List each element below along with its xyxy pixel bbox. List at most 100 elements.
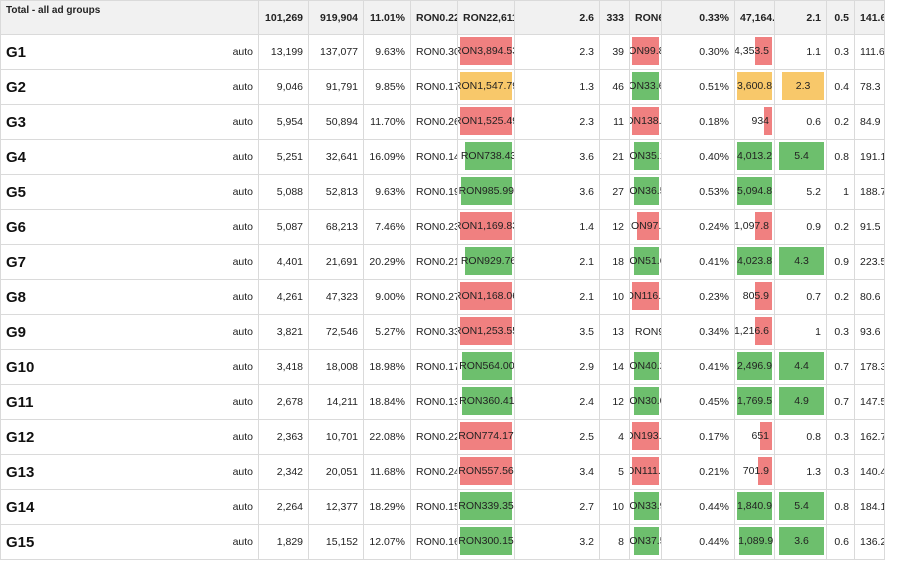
bid-strategy: auto — [130, 419, 260, 455]
highlight-bar: RON985.99 — [459, 177, 514, 205]
bid-strategy: auto — [130, 314, 260, 350]
cell-impressions: 2,264 — [258, 489, 310, 525]
highlight-bar: RON35.16 — [631, 142, 661, 170]
ad-group-name[interactable]: G7 — [0, 244, 131, 280]
cell-value: RON1,547.79 — [459, 80, 514, 92]
cell-value: RON37.52 — [629, 535, 661, 547]
cell-value: RON33.94 — [629, 500, 661, 512]
ad-group-name[interactable]: G15 — [0, 524, 131, 560]
bid-strategy: auto — [130, 174, 260, 210]
bid-strategy: auto — [130, 244, 260, 280]
cell-impressions: 3,821 — [258, 314, 310, 350]
header-value-per-cost: 2.1 — [774, 0, 828, 35]
cell-conversions: 21 — [599, 139, 631, 175]
table-row[interactable]: G13 auto 2,342 20,051 11.68% RON0.24 RON557.56… — [0, 454, 901, 490]
cell-value: 4.9 — [794, 395, 809, 407]
cell-avg-pos: 2.4 — [514, 384, 601, 420]
cell-value: RON1,525.49 — [459, 115, 514, 127]
ad-group-name[interactable]: G12 — [0, 419, 131, 455]
cell-cost: RON929.76 — [457, 244, 516, 280]
cell-avg-cpc: RON0.19 — [410, 174, 459, 210]
cell-cost: RON360.41 — [457, 384, 516, 420]
ad-group-name[interactable]: G6 — [0, 209, 131, 245]
highlight-bar: RON1,169.83 — [459, 212, 514, 240]
ad-group-name[interactable]: G5 — [0, 174, 131, 210]
cell-cost-per-conv: RON36.52 — [629, 174, 663, 210]
highlight-bar: RON37.52 — [631, 527, 661, 555]
cell-value-per-cost: 4.3 — [774, 244, 828, 280]
cell-ctr: 7.46% — [363, 209, 412, 245]
cell-value-per-click: 0.8 — [826, 489, 856, 525]
ad-groups-table: Total - all ad groups 101,269 919,904 11.01… — [0, 0, 901, 560]
table-row[interactable]: G6auto5,08768,2137.46%RON0.23RON1,169.83… — [0, 209, 901, 245]
bid-strategy: auto — [130, 489, 260, 525]
cell-value: 2,496.9 — [737, 360, 773, 372]
totals-row: Total - all ad groups 101,269 919,904 11.01… — [0, 0, 901, 35]
cell-value: 805.9 — [742, 290, 770, 302]
table-row[interactable]: G12 auto 2,363 10,701 22.08% RON0.22 RON774.17… — [0, 419, 901, 455]
table-row[interactable]: G8auto4,26147,3239.00%RON0.27RON1,168.06… — [0, 279, 901, 315]
cell-conv-value: 3,600.8 — [734, 69, 776, 105]
header-ctr: 11.01% — [363, 0, 412, 35]
cell-value-per-conv: 136.2 — [854, 524, 886, 560]
cell-avg-cpc: RON0.26 — [410, 104, 459, 140]
ad-group-name[interactable]: G10 — [0, 349, 131, 385]
cell-value: RON99.86 — [631, 45, 661, 57]
bid-strategy: auto — [130, 349, 260, 385]
ad-group-name[interactable]: G14 — [0, 489, 131, 525]
cell-impressions: 13,199 — [258, 34, 310, 70]
table-row[interactable]: G5 auto 5,088 52,813 9.63% RON0.19 RON985.99 3.… — [0, 174, 901, 210]
totals-label: Total - all ad groups — [0, 0, 259, 35]
cell-avg-cpc: RON0.17 — [410, 349, 459, 385]
cell-clicks: 68,213 — [308, 209, 365, 245]
ad-group-name[interactable]: G2 — [0, 69, 131, 105]
cell-value-per-conv: 162.7 — [854, 419, 886, 455]
cell-conversions: 11 — [599, 104, 631, 140]
cell-avg-pos: 3.6 — [514, 139, 601, 175]
cell-value-per-conv: 80.6 — [854, 279, 886, 315]
table-row[interactable]: G3auto5,95450,89411.70%RON0.26RON1,525.4… — [0, 104, 901, 140]
cell-value-per-click: 0.7 — [826, 349, 856, 385]
cell-value-per-cost: 5.4 — [774, 139, 828, 175]
cell-value: RON360.41 — [459, 395, 515, 407]
table-row[interactable]: G9auto3,82172,5465.27%RON0.33RON1,253.55… — [0, 314, 901, 350]
ad-group-name[interactable]: G13 — [0, 454, 131, 490]
cell-conv-rate: 0.34% — [661, 314, 736, 350]
cell-value: RON929.76 — [460, 255, 515, 267]
cell-impressions: 4,261 — [258, 279, 310, 315]
cell-conv-rate: 0.40% — [661, 139, 736, 175]
table-row[interactable]: G14 auto 2,264 12,377 18.29% RON0.15 RON339.35… — [0, 489, 901, 525]
cell-clicks: 14,211 — [308, 384, 365, 420]
cell-value: RON40.29 — [629, 360, 661, 372]
cell-value: RON30.03 — [629, 395, 661, 407]
ad-group-name[interactable]: G9 — [0, 314, 131, 350]
table-row[interactable]: G4 auto 5,251 32,641 16.09% RON0.14 RON738.43 3… — [0, 139, 901, 175]
bid-strategy: auto — [130, 454, 260, 490]
cell-value: RON51.65 — [629, 255, 661, 267]
cell-value: RON1,168.06 — [459, 290, 514, 302]
ad-group-name[interactable]: G11 — [0, 384, 131, 420]
cell-conv-value: 651 — [734, 419, 776, 455]
cell-value-per-click: 0.2 — [826, 209, 856, 245]
cell-value-per-cost: 0.6 — [774, 104, 828, 140]
ad-group-name[interactable]: G4 — [0, 139, 131, 175]
cell-ctr: 9.63% — [363, 34, 412, 70]
cell-conv-rate: 0.41% — [661, 349, 736, 385]
cell-cost-per-conv: RON40.29 — [629, 349, 663, 385]
table-row[interactable]: G2auto9,04691,7919.85%RON0.17RON1,547.79… — [0, 69, 901, 105]
cell-conversions: 27 — [599, 174, 631, 210]
cell-value-per-cost: 0.8 — [774, 419, 828, 455]
table-row[interactable]: G10 auto 3,418 18,008 18.98% RON0.17 RON564.00… — [0, 349, 901, 385]
table-row[interactable]: G15 auto 1,829 15,152 12.07% RON0.16 RON300.15… — [0, 524, 901, 560]
highlight-bar: 1,769.5 — [737, 387, 772, 415]
table-row[interactable]: G11 auto 2,678 14,211 18.84% RON0.13 RON360.41… — [0, 384, 901, 420]
ad-group-name[interactable]: G3 — [0, 104, 131, 140]
cell-avg-cpc: RON0.22 — [410, 419, 459, 455]
table-row[interactable]: G7 auto 4,401 21,691 20.29% RON0.21 RON929.76 2… — [0, 244, 901, 280]
cell-conv-rate: 0.24% — [661, 209, 736, 245]
table-row[interactable]: G1auto13,199137,0779.63%RON0.30RON3,894.… — [0, 34, 901, 70]
ad-group-name[interactable]: G1 — [0, 34, 131, 70]
cell-cost: RON1,253.55 — [457, 314, 516, 350]
cell-ctr: 20.29% — [363, 244, 412, 280]
ad-group-name[interactable]: G8 — [0, 279, 131, 315]
